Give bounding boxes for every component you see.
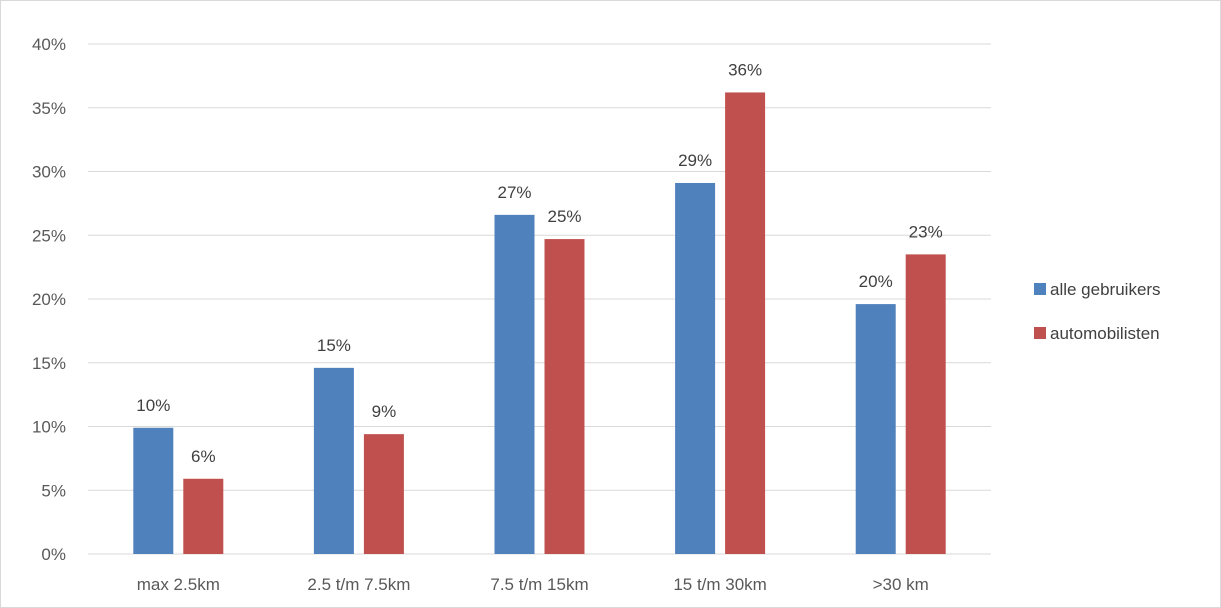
bar [675,182,716,554]
legend-label: automobilisten [1050,324,1160,343]
y-tick-label: 10% [32,418,66,437]
y-tick-label: 30% [32,163,66,182]
y-tick-label: 20% [32,290,66,309]
bar [494,214,535,554]
y-tick-label: 15% [32,354,66,373]
data-label: 6% [191,447,216,466]
x-tick-label: 2.5 t/m 7.5km [307,575,410,594]
data-label: 29% [678,151,712,170]
bar [313,367,354,554]
bar [183,478,224,554]
legend-label: alle gebruikers [1050,280,1161,299]
bar [855,304,896,554]
x-tick-label: max 2.5km [137,575,220,594]
bar [133,427,174,554]
bar [544,239,585,554]
data-label: 27% [497,183,531,202]
x-tick-label: 7.5 t/m 15km [490,575,588,594]
data-label: 25% [547,207,581,226]
y-tick-label: 0% [41,545,66,564]
x-tick-label: 15 t/m 30km [673,575,767,594]
legend-swatch [1034,327,1046,339]
bar [905,254,946,554]
data-label: 36% [728,60,762,79]
x-tick-label: >30 km [873,575,929,594]
bar [363,434,404,554]
bar [725,92,766,554]
data-label: 23% [909,222,943,241]
data-label: 20% [859,272,893,291]
y-tick-label: 40% [32,35,66,54]
legend-swatch [1034,283,1046,295]
y-tick-label: 5% [41,481,66,500]
y-tick-label: 25% [32,226,66,245]
data-label: 15% [317,336,351,355]
y-tick-label: 35% [32,99,66,118]
data-label: 9% [372,402,397,421]
data-label: 10% [136,396,170,415]
